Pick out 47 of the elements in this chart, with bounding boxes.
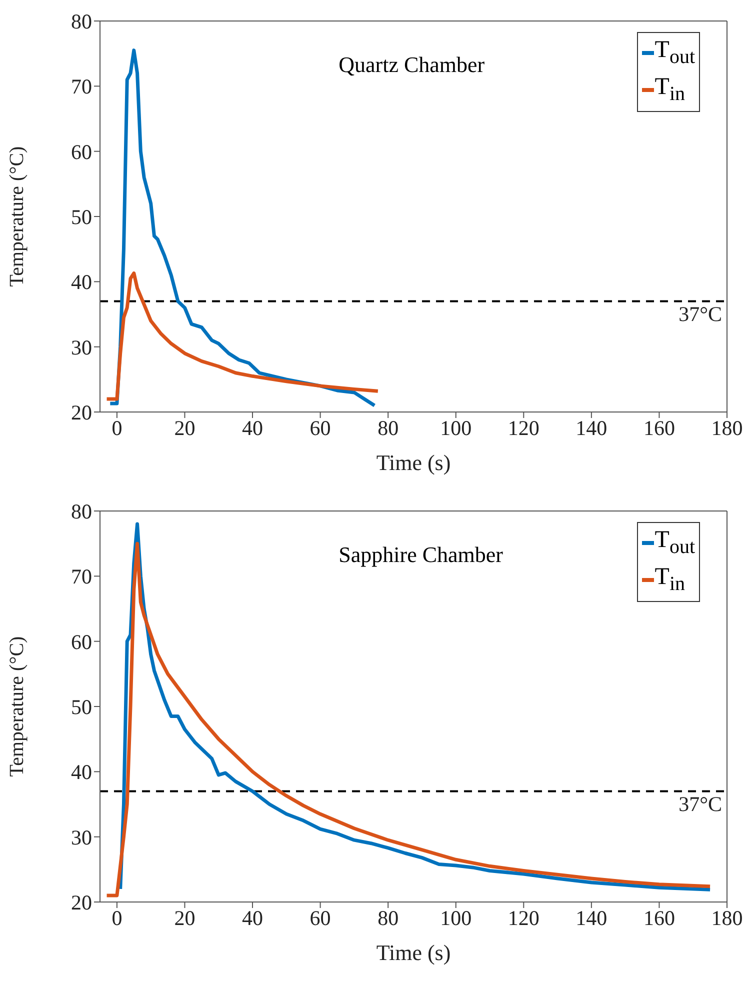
y-tick-label: 80: [71, 9, 92, 34]
y-tick-label: 80: [71, 499, 92, 524]
ref-line-label: 37°C: [678, 792, 722, 816]
y-tick-label: 30: [71, 335, 92, 360]
x-tick-label: 140: [576, 416, 608, 440]
x-tick-label: 160: [643, 906, 675, 930]
x-tick-label: 100: [440, 906, 472, 930]
y-tick-label: 50: [71, 694, 92, 719]
x-tick-label: 160: [643, 416, 675, 440]
x-tick-label: 80: [378, 416, 399, 440]
y-tick-label: 60: [71, 140, 92, 164]
x-tick-label: 0: [112, 416, 122, 440]
x-tick-label: 80: [378, 906, 399, 930]
x-tick-label: 120: [508, 906, 540, 930]
x-tick-label: 0: [112, 906, 122, 930]
x-tick-label: 60: [310, 416, 331, 440]
y-axis-title: Temperature (°C): [6, 146, 28, 287]
x-axis-title: Time (s): [376, 450, 451, 475]
x-tick-label: 180: [711, 416, 743, 440]
legend-label: T$_{out}$: [654, 36, 695, 70]
x-tick-label: 140: [576, 906, 608, 930]
y-tick-label: 40: [71, 270, 92, 294]
x-tick-label: 120: [508, 416, 540, 440]
x-tick-label: 60: [310, 906, 331, 930]
x-tick-label: 40: [242, 906, 264, 930]
text: Sapphire Chamber: [338, 542, 503, 568]
y-tick-label: 70: [71, 564, 92, 589]
y-tick-label: 20: [71, 890, 92, 914]
y-tick-label: 60: [71, 630, 92, 654]
x-tick-label: 40: [242, 416, 264, 440]
y-tick-label: 20: [71, 400, 92, 424]
legend-label: T$_{out}$: [654, 526, 695, 560]
y-axis-title: Temperature (°C): [6, 636, 28, 777]
text: Quartz Chamber: [338, 52, 485, 78]
x-tick-label: 20: [174, 416, 196, 440]
x-axis-title: Time (s): [376, 940, 451, 965]
legend-label: T$_{in}$: [654, 72, 685, 107]
y-tick-label: 40: [71, 760, 92, 784]
x-tick-label: 100: [440, 416, 472, 440]
y-tick-label: 30: [71, 825, 92, 850]
line-series: [105, 271, 380, 401]
y-tick-label: 50: [71, 204, 92, 229]
legend-label: T$_{in}$: [654, 562, 685, 597]
ref-line-label: 37°C: [678, 302, 722, 326]
y-tick-label: 70: [71, 74, 92, 99]
x-tick-label: 20: [174, 906, 196, 930]
x-tick-label: 180: [711, 906, 743, 930]
